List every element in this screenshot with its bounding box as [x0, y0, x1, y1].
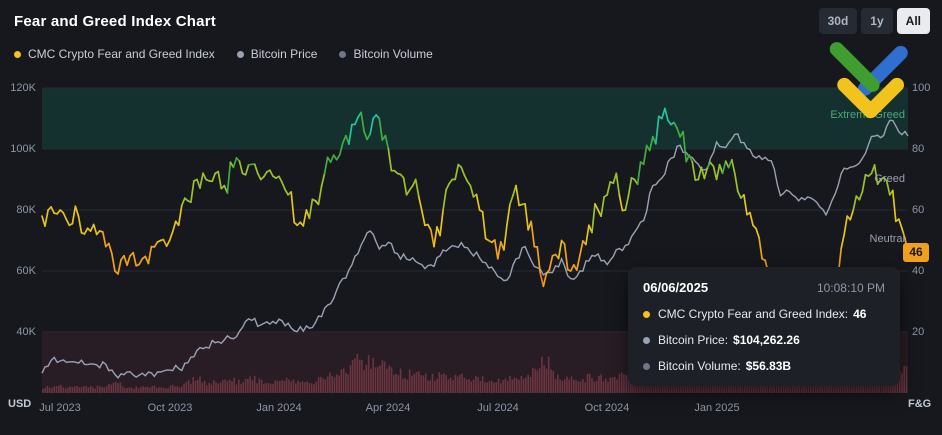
tooltip-row-bitcoin-volume: Bitcoin Volume: $56.83B [643, 359, 885, 373]
y-axis-left-tick-80k: 80K [16, 204, 36, 216]
legend-item-bitcoin-volume[interactable]: Bitcoin Volume [339, 47, 433, 61]
legend-item-bitcoin-price[interactable]: Bitcoin Price [236, 47, 318, 61]
logo-green-stroke [829, 42, 880, 92]
range-button-30d[interactable]: 30d [818, 8, 858, 34]
tooltip-volume-label: Bitcoin Volume: [658, 359, 741, 373]
tooltip-volume-dot-icon [643, 362, 650, 370]
tooltip-row-bitcoin-price: Bitcoin Price: $104,262.26 [643, 333, 885, 347]
tooltip-fng-label: CMC Crypto Fear and Greed Index: [658, 307, 849, 321]
current-fng-value-badge: 46 [903, 243, 929, 262]
legend-label-fng: CMC Crypto Fear and Greed Index [28, 47, 215, 61]
range-selector: 30d 1y All [818, 8, 930, 34]
bitcoin-price-legend-dot-icon [236, 50, 244, 58]
chart-tooltip: 06/06/2025 10:08:10 PM CMC Crypto Fear a… [628, 267, 900, 386]
tooltip-price-value: $104,262.26 [733, 333, 800, 347]
x-axis-tick-oct-2024: Oct 2024 [584, 402, 630, 414]
y-axis-right-tick-20: 20 [912, 326, 925, 338]
legend-label-bitcoin-volume: Bitcoin Volume [353, 47, 433, 61]
zone-label-greed: Greed [874, 173, 905, 185]
x-axis-tick-oct-2023: Oct 2023 [147, 402, 193, 414]
y-axis-left-tick-40k: 40K [16, 326, 36, 338]
tooltip-fng-value: 46 [853, 307, 867, 321]
right-axis-unit-label: F&G [908, 398, 932, 410]
header: Fear and Greed Index Chart 30d 1y All [0, 0, 942, 42]
fng-legend-dot-icon [14, 50, 21, 58]
zone-label-neutral: Neutral [869, 233, 905, 245]
y-axis-left-tick-60k: 60K [16, 265, 36, 277]
y-axis-right-tick-80: 80 [912, 143, 925, 155]
tooltip-date: 06/06/2025 [643, 280, 709, 295]
range-button-all[interactable]: All [896, 8, 930, 34]
chart-legend: CMC Crypto Fear and Greed Index Bitcoin … [14, 47, 433, 61]
tooltip-fng-dot-icon [643, 310, 650, 318]
bitcoin-volume-legend-dot-icon [339, 50, 347, 58]
y-axis-left-tick-120k: 120K [10, 82, 36, 94]
y-axis-left-tick-100k: 100K [10, 143, 36, 155]
x-axis-tick-jan-2024: Jan 2024 [256, 402, 302, 414]
logo-yellow-chevron [837, 77, 905, 119]
tooltip-row-fng: CMC Crypto Fear and Greed Index: 46 [643, 307, 885, 321]
y-axis-right-tick-100: 100 [912, 82, 931, 94]
x-axis-tick-jan-2025: Jan 2025 [694, 402, 740, 414]
tooltip-time: 10:08:10 PM [816, 281, 885, 295]
tooltip-header: 06/06/2025 10:08:10 PM [643, 280, 885, 295]
tooltip-price-label: Bitcoin Price: [658, 333, 729, 347]
tooltip-volume-value: $56.83B [745, 359, 792, 373]
x-axis-tick-jul-2023: Jul 2023 [39, 402, 81, 414]
x-axis-tick-jul-2024: Jul 2024 [477, 402, 519, 414]
x-axis-tick-apr-2024: Apr 2024 [365, 402, 411, 414]
y-axis-right-tick-40: 40 [912, 265, 925, 277]
left-axis-unit-label: USD [8, 398, 32, 410]
tooltip-price-dot-icon [643, 336, 650, 344]
brand-logo-icon [829, 42, 908, 119]
y-axis-right-tick-60: 60 [912, 204, 925, 216]
legend-label-bitcoin-price: Bitcoin Price [250, 47, 318, 61]
legend-item-fng[interactable]: CMC Crypto Fear and Greed Index [14, 47, 215, 61]
page-title: Fear and Greed Index Chart [14, 12, 216, 30]
range-button-1y[interactable]: 1y [861, 8, 893, 34]
